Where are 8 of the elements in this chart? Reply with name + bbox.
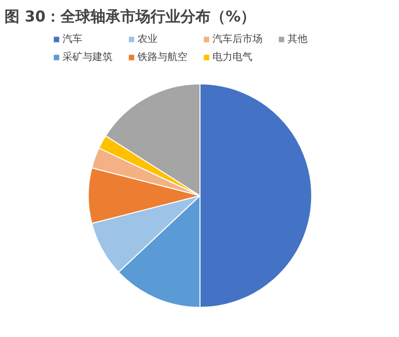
legend-label: 汽车	[62, 32, 84, 46]
legend-label: 铁路与航空	[138, 50, 188, 64]
legend-label: 采矿与建筑	[62, 50, 114, 64]
legend-label: 农业	[138, 32, 158, 46]
legend-label: 电力电气	[212, 50, 254, 64]
legend-label: 汽车后市场	[212, 32, 264, 46]
chart-title: 图 30：全球轴承市场行业分布（%）	[4, 8, 256, 26]
legend-label: 其他	[288, 32, 308, 46]
